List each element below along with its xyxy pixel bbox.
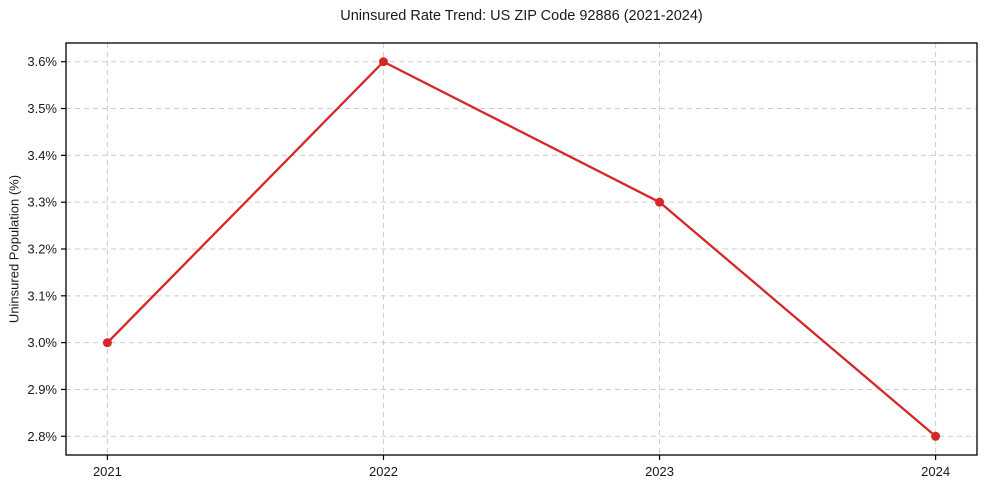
y-tick-label: 3.4% <box>27 148 57 163</box>
data-point-marker <box>102 338 112 348</box>
y-tick-label: 3.1% <box>27 288 57 303</box>
y-tick-label: 2.9% <box>27 382 57 397</box>
y-tick-label: 3.0% <box>27 335 57 350</box>
x-tick-label: 2024 <box>921 464 950 479</box>
y-tick-label: 3.2% <box>27 242 57 257</box>
x-tick-label: 2023 <box>645 464 674 479</box>
data-point-marker <box>931 431 941 441</box>
x-tick-label: 2021 <box>93 464 122 479</box>
y-tick-label: 2.8% <box>27 429 57 444</box>
y-tick-label: 3.3% <box>27 195 57 210</box>
data-point-marker <box>378 57 388 67</box>
trend-line <box>106 60 937 438</box>
x-tick-label: 2022 <box>369 464 398 479</box>
y-tick-label: 3.6% <box>27 54 57 69</box>
chart-title: Uninsured Rate Trend: US ZIP Code 92886 … <box>340 8 703 24</box>
data-point-marker <box>655 197 665 207</box>
y-tick-label: 3.5% <box>27 101 57 116</box>
